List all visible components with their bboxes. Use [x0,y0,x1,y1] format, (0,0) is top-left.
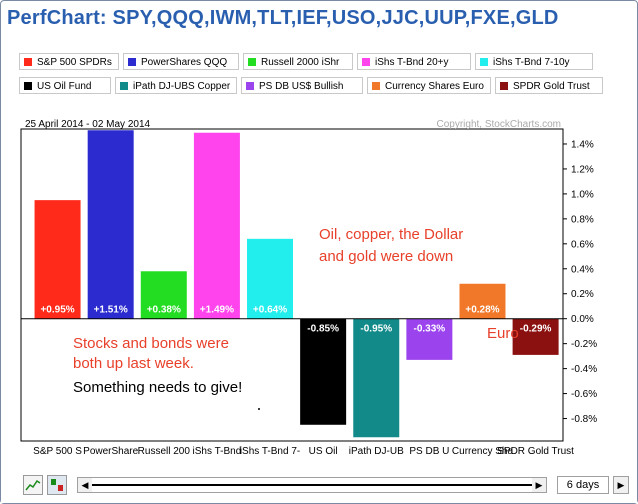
period-select[interactable]: 6 days [557,476,609,494]
y-tick-label: 1.2% [571,164,594,175]
y-tick-label: 1.0% [571,189,594,200]
data-label: +0.95% [40,305,74,316]
bottom-toolbar: ◀ ▶ 6 days ▶ [1,469,637,503]
data-label: +1.51% [94,305,128,316]
stray-dot [258,408,260,410]
bar[interactable] [87,130,134,319]
legend-item[interactable]: US Oil Fund [19,77,111,94]
data-label: -0.33% [414,324,446,335]
annotation-oil-line1: Oil, copper, the Dollar [319,226,463,243]
legend-item[interactable]: SPDR Gold Trust [495,77,603,94]
y-tick-label: 0.2% [571,289,594,300]
legend-swatch [120,82,128,90]
data-label: -0.95% [360,324,392,335]
period-next-icon[interactable]: ▶ [613,476,629,494]
legend-label: PS DB US$ Bullish [259,81,344,92]
scroll-left-icon[interactable]: ◀ [78,478,92,492]
x-tick-label: Currency Sha [452,446,514,457]
bar[interactable] [406,318,453,360]
annotation-give: Something needs to give! [73,379,242,396]
bar[interactable] [140,271,187,319]
x-tick-label: SPDR Gold Trust [497,446,574,457]
x-tick-label: iShs T-Bnd [193,446,242,457]
x-tick-label: PowerShare [83,446,138,457]
legend-label: PowerShares QQQ [141,57,228,68]
x-tick-label: S&P 500 S [33,446,82,457]
legend-item[interactable]: S&P 500 SPDRs [19,53,119,70]
x-tick-label: PS DB U [409,446,449,457]
legend-item[interactable]: PowerShares QQQ [123,53,239,70]
bar[interactable] [247,238,294,319]
legend-label: S&P 500 SPDRs [37,57,112,68]
bar[interactable] [353,318,400,438]
y-tick-label: 0.4% [571,264,594,275]
copyright-label: Copyright, StockCharts.com [437,119,562,130]
bar[interactable] [193,132,240,319]
legend-swatch [362,58,370,66]
legend-swatch [128,58,136,66]
y-tick-label: 0.0% [571,314,594,325]
y-tick-label: 1.4% [571,139,594,150]
line-chart-icon[interactable] [23,475,43,495]
y-tick-label: -0.8% [571,414,597,425]
x-tick-label: Russell 200 [138,446,191,457]
bar[interactable] [459,283,506,319]
y-tick-label: 0.6% [571,239,594,250]
legend-label: iShs T-Bnd 7-10y [493,57,570,68]
legend-item[interactable]: Russell 2000 iShr [243,53,353,70]
legend-swatch [246,82,254,90]
bar[interactable] [34,200,81,319]
legend-item[interactable]: Currency Shares Euro [367,77,491,94]
x-tick-label: iPath DJ-UB [349,446,404,457]
legend-swatch [24,82,32,90]
bar[interactable] [300,318,347,425]
bar-chart-icon[interactable] [47,475,67,495]
legend-label: Russell 2000 iShr [261,57,340,68]
annotation-stocks-line1: Stocks and bonds were [73,335,229,352]
legend-swatch [500,82,508,90]
legend-item[interactable]: PS DB US$ Bullish [241,77,363,94]
y-tick-label: -0.6% [571,389,597,400]
legend-item[interactable]: iPath DJ-UBS Copper [115,77,237,94]
y-tick-label: -0.4% [571,364,597,375]
data-label: -0.85% [307,324,339,335]
legend-label: SPDR Gold Trust [513,81,590,92]
legend-label: iShs T-Bnd 20+y [375,57,449,68]
annotation-stocks-line2: both up last week. [73,355,194,372]
annotation-euro: Euro [487,325,519,342]
legend-label: US Oil Fund [37,81,92,92]
bar-chart: 25 April 2014 - 02 May 2014 Copyright, St… [20,119,597,457]
data-label: +0.64% [253,305,287,316]
data-label: -0.29% [520,324,552,335]
data-label: +0.38% [147,305,181,316]
legend-swatch [480,58,488,66]
legend-label: iPath DJ-UBS Copper [133,81,231,92]
legend-item[interactable]: iShs T-Bnd 20+y [357,53,471,70]
annotation-oil-line2: and gold were down [319,248,453,265]
legend-swatch [248,58,256,66]
legend-swatch [372,82,380,90]
scroll-right-icon[interactable]: ▶ [532,478,546,492]
date-range: 25 April 2014 - 02 May 2014 [25,119,151,130]
y-tick-label: -0.2% [571,339,597,350]
legend-swatch [24,58,32,66]
chart-title: PerfChart: SPY,QQQ,IWM,TLT,IEF,USO,JJC,U… [7,7,559,29]
y-tick-label: 0.8% [571,214,594,225]
legend-label: Currency Shares Euro [385,81,484,92]
x-tick-label: iShs T-Bnd 7- [240,446,300,457]
x-tick-label: US Oil [309,446,338,457]
legend-item[interactable]: iShs T-Bnd 7-10y [475,53,593,70]
data-label: +0.28% [465,305,499,316]
bar[interactable] [512,318,559,355]
scroll-track[interactable] [92,484,532,486]
data-label: +1.49% [200,305,234,316]
range-scrollbar[interactable]: ◀ ▶ [77,477,547,493]
